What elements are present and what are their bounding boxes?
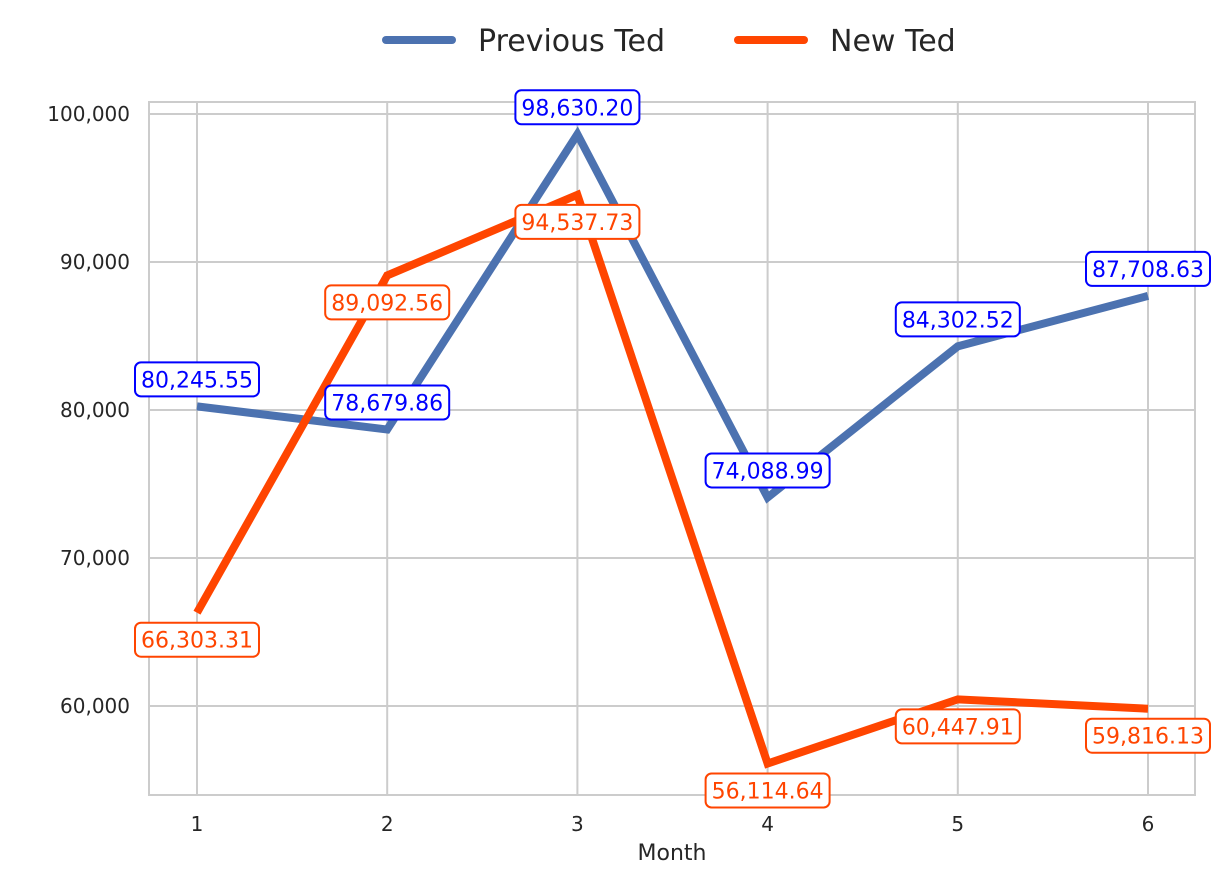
series-line-previous-ted bbox=[196, 126, 1150, 504]
plot-area-frame bbox=[148, 101, 1196, 796]
data-label-box bbox=[704, 772, 831, 809]
data-label: 60,447.91 bbox=[894, 708, 1021, 745]
data-label: 56,114.64 bbox=[704, 772, 831, 809]
grid bbox=[149, 102, 1195, 795]
data-label-box bbox=[894, 301, 1021, 338]
data-label: 78,679.86 bbox=[324, 384, 451, 421]
x-axis-ticks: 1 2 3 4 5 6 bbox=[191, 812, 1155, 836]
legend-label-previous-ted: Previous Ted bbox=[478, 24, 665, 59]
data-label-box bbox=[324, 384, 451, 421]
data-label-text: 98,630.20 bbox=[521, 96, 633, 121]
x-tick-label: 5 bbox=[951, 812, 964, 836]
y-axis-ticks: 60,000 70,000 80,000 90,000 100,000 bbox=[47, 102, 130, 718]
data-label-text: 94,537.73 bbox=[521, 211, 633, 236]
data-label-text: 74,088.99 bbox=[712, 459, 824, 484]
data-label-box bbox=[1085, 250, 1211, 287]
series-lines bbox=[193, 126, 1150, 769]
data-label-box bbox=[134, 621, 260, 658]
y-tick-label: 80,000 bbox=[60, 398, 130, 422]
data-label-text: 60,447.91 bbox=[902, 715, 1014, 740]
data-label-box bbox=[514, 89, 641, 126]
y-tick-label: 90,000 bbox=[60, 250, 130, 274]
data-label-text: 66,303.31 bbox=[141, 629, 253, 654]
legend-label-new-ted: New Ted bbox=[830, 24, 956, 59]
y-tick-label: 70,000 bbox=[60, 546, 130, 570]
data-label: 74,088.99 bbox=[704, 452, 831, 489]
x-tick-label: 1 bbox=[191, 812, 204, 836]
data-label-box bbox=[324, 284, 451, 321]
data-label: 59,816.13 bbox=[1085, 717, 1211, 754]
data-label: 87,708.63 bbox=[1085, 250, 1211, 287]
data-label-box bbox=[704, 452, 831, 489]
legend: Previous Ted New Ted bbox=[382, 24, 956, 59]
y-tick-label: 60,000 bbox=[60, 694, 130, 718]
data-label-box bbox=[514, 203, 641, 240]
data-label-text: 84,302.52 bbox=[902, 308, 1014, 333]
data-label-text: 89,092.56 bbox=[331, 291, 443, 316]
data-label-text: 78,679.86 bbox=[331, 392, 443, 417]
data-label: 66,303.31 bbox=[134, 621, 260, 658]
y-tick-label: 100,000 bbox=[47, 102, 130, 126]
data-label: 98,630.20 bbox=[514, 89, 641, 126]
data-label-text: 80,245.55 bbox=[141, 368, 253, 393]
x-tick-label: 2 bbox=[381, 812, 394, 836]
x-axis-label: Month bbox=[638, 841, 707, 866]
data-label-box bbox=[894, 708, 1021, 745]
data-label: 80,245.55 bbox=[134, 361, 260, 398]
data-label-text: 87,708.63 bbox=[1092, 258, 1204, 283]
data-label-text: 59,816.13 bbox=[1092, 725, 1204, 750]
data-label-box bbox=[1085, 717, 1211, 754]
data-label: 84,302.52 bbox=[894, 301, 1021, 338]
series-line-new-ted bbox=[193, 189, 1149, 769]
x-tick-label: 6 bbox=[1142, 812, 1155, 836]
data-label-text: 56,114.64 bbox=[712, 780, 824, 805]
data-labels: 80,245.55 78,679.86 98,630.20 74,088.99 84,3… bbox=[134, 89, 1211, 809]
x-tick-label: 3 bbox=[571, 812, 584, 836]
data-label: 89,092.56 bbox=[324, 284, 451, 321]
data-label: 94,537.73 bbox=[514, 203, 641, 240]
data-label-box bbox=[134, 361, 260, 398]
x-tick-label: 4 bbox=[761, 812, 774, 836]
